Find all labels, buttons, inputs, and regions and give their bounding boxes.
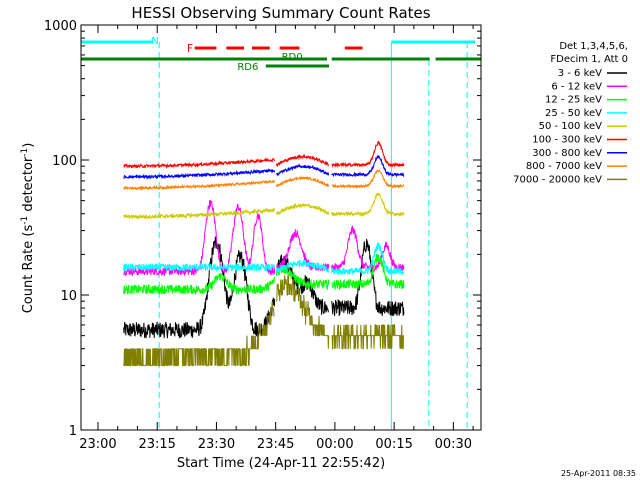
x-tick-label: 23:30 xyxy=(198,437,235,452)
legend-entry-label: 7000 - 20000 keV xyxy=(513,174,602,185)
series-line-0 xyxy=(123,236,405,339)
legend-entry-label: 3 - 6 keV xyxy=(558,68,602,79)
legend-header-line: FDecim 1, Att 0 xyxy=(550,54,628,65)
y-tick-label: 100 xyxy=(52,154,77,169)
y-tick-label: 10 xyxy=(60,289,77,304)
legend-entry-label: 12 - 25 keV xyxy=(545,95,602,106)
y-axis-label-mid: detector xyxy=(21,156,36,216)
y-axis: 1 10 100 1000 xyxy=(44,19,481,439)
x-tick-label: 23:00 xyxy=(79,437,116,452)
series-line-6 xyxy=(123,154,405,180)
y-axis-label-main: Count Rate (s xyxy=(21,225,36,314)
y-axis-label-sup2: -1 xyxy=(20,148,30,157)
y-axis-label-end: ) xyxy=(21,143,36,148)
series-line-2 xyxy=(123,254,405,296)
y-tick-label: 1000 xyxy=(44,19,77,34)
flare-label: F xyxy=(187,42,193,55)
legend-entry-label: 300 - 800 keV xyxy=(532,148,602,159)
legend-entry-label: 800 - 7000 keV xyxy=(526,161,602,172)
series-line-5 xyxy=(123,140,405,169)
plot-area: N F RD0 RD6 xyxy=(81,36,481,430)
chart-title: HESSI Observing Summary Count Rates xyxy=(131,4,430,22)
x-tick-label: 00:30 xyxy=(435,437,472,452)
x-tick-label: 00:15 xyxy=(375,437,412,452)
series-line-8 xyxy=(123,275,404,367)
legend-entry-label: 50 - 100 keV xyxy=(539,121,603,132)
legend: Det 1,3,4,5,6, FDecim 1, Att 0 3 - 6 keV 6 … xyxy=(513,41,628,185)
legend-entry-label: 6 - 12 keV xyxy=(551,81,602,92)
plot-frame xyxy=(80,24,482,431)
series-line-4 xyxy=(123,192,405,221)
x-tick-label: 23:45 xyxy=(257,437,294,452)
timestamp: 25-Apr-2011 08:35 xyxy=(561,469,636,478)
y-tick-label: 1 xyxy=(69,424,77,439)
legend-entry-label: 100 - 300 keV xyxy=(532,135,602,146)
x-tick-label: 00:00 xyxy=(316,437,353,452)
x-axis: 23:00 23:15 23:30 23:45 00:00 00:15 00:30 xyxy=(79,25,474,452)
y-axis-label-sup1: -1 xyxy=(20,216,30,225)
y-axis-label: Count Rate (s-1 detector-1) xyxy=(20,143,36,314)
series-line-7 xyxy=(123,169,405,191)
legend-entry-label: 25 - 50 keV xyxy=(545,108,602,119)
x-axis-label: Start Time (24-Apr-11 22:55:42) xyxy=(177,456,385,471)
legend-header-line: Det 1,3,4,5,6, xyxy=(559,41,628,52)
series-line-3 xyxy=(123,242,405,276)
rd6-label: RD6 xyxy=(237,62,258,73)
night-label: N xyxy=(151,36,158,47)
x-tick-label: 23:15 xyxy=(138,437,175,452)
rd0-label: RD0 xyxy=(282,52,303,63)
